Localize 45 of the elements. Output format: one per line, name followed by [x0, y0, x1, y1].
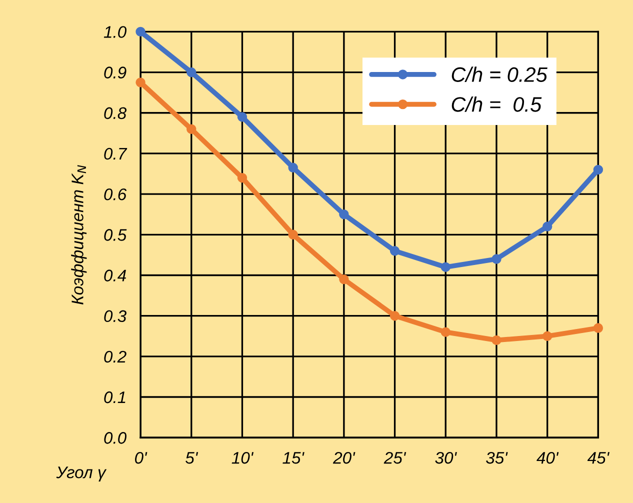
x-tick-label: 20' [332, 452, 356, 464]
y-tick-label: 1.0 [104, 26, 126, 38]
x-tick-label: 0' [135, 452, 148, 464]
x-tick-label: 30' [435, 452, 457, 464]
y-tick-label: 0.5 [104, 229, 127, 241]
x-tick-label: 25' [384, 452, 406, 464]
point [136, 26, 146, 37]
point [339, 274, 349, 284]
y-tick-label: 0.9 [104, 66, 126, 78]
point [186, 124, 196, 134]
y-axis-title: Коэффициент K$_{N}$ [71, 165, 87, 304]
point [237, 172, 248, 183]
point [390, 310, 400, 321]
point [237, 112, 248, 122]
y-tick-label: 0.2 [104, 350, 126, 363]
x-tick-label: 15' [282, 452, 304, 464]
y-tick-label: 0.6 [104, 188, 127, 200]
point [542, 331, 552, 341]
point [440, 262, 450, 272]
point [288, 230, 298, 240]
legend-label: C/h = 0.5 [452, 96, 542, 112]
y-tick-label: 0.1 [104, 391, 126, 404]
point [492, 254, 502, 264]
legend-label: C/h = 0.25 [452, 66, 548, 82]
point [186, 67, 196, 78]
y-tick-label: 0.0 [104, 432, 126, 444]
y-tick-label: 0.8 [104, 107, 127, 120]
point [593, 323, 604, 333]
point [492, 335, 502, 346]
point [136, 78, 146, 88]
point [288, 162, 298, 173]
y-tick-label: 0.4 [104, 270, 126, 282]
point [593, 164, 604, 175]
x-tick-label: 10' [232, 452, 254, 464]
x-tick-label: 45' [587, 452, 610, 464]
point [542, 222, 552, 232]
y-tick-label: 0.3 [104, 310, 126, 322]
point [339, 209, 349, 220]
x-tick-label: 35' [486, 452, 508, 464]
x-tick-label: 5' [186, 452, 198, 464]
x-tick-label: 40' [536, 452, 559, 464]
x-axis-title: Угол γ [56, 466, 107, 482]
point [390, 246, 400, 256]
y-tick-label: 0.7 [104, 148, 128, 160]
point [440, 327, 450, 337]
